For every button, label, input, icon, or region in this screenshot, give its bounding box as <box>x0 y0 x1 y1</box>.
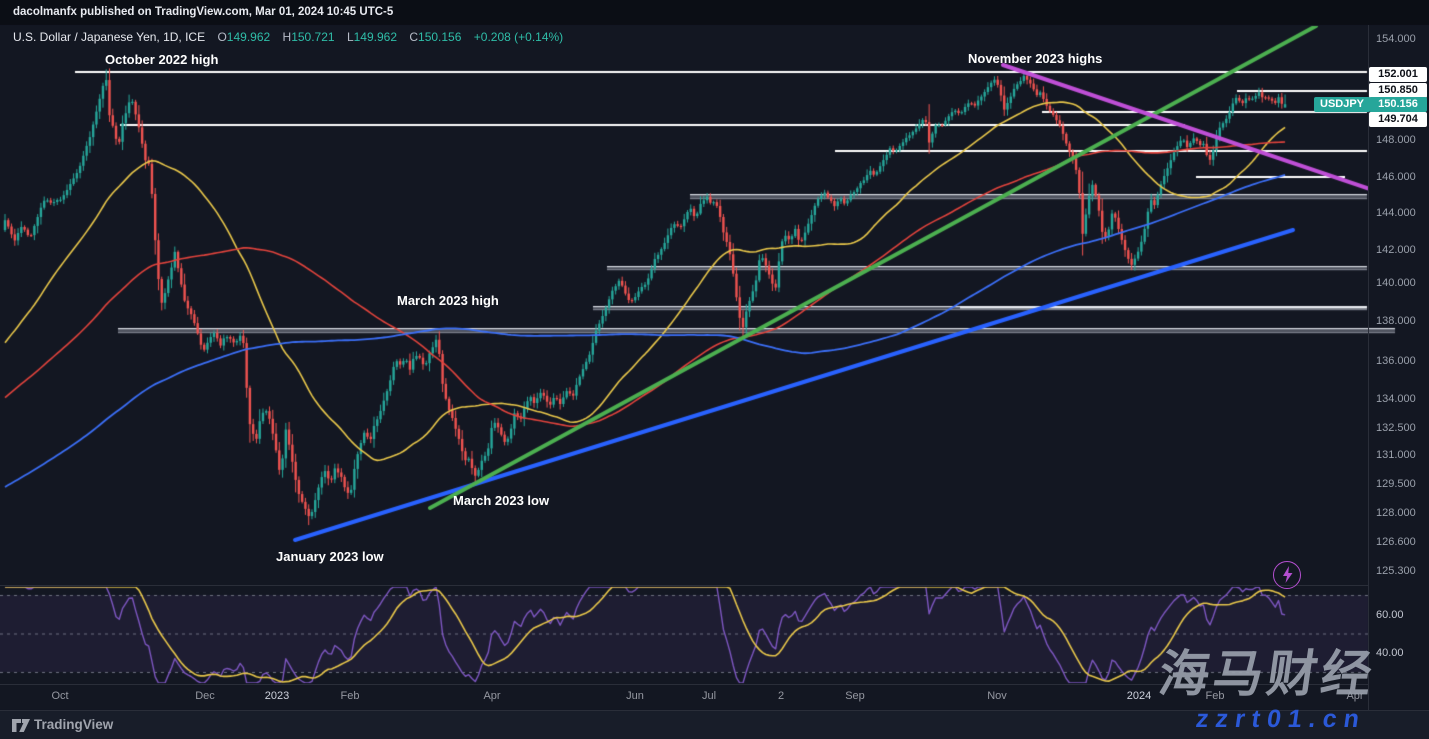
chart-annotation: January 2023 low <box>276 549 384 564</box>
time-month-label: Apr <box>483 690 501 702</box>
level-price-badge: 150.850 <box>1369 82 1427 98</box>
footer-bar: TradingView <box>0 710 1429 739</box>
high-label: H <box>282 30 292 44</box>
open-label: O <box>217 30 227 44</box>
time-month-label: Dec <box>195 690 215 702</box>
price-tick-label: 131.000 <box>1376 449 1416 461</box>
lightning-icon <box>1282 566 1292 583</box>
price-axis[interactable]: 154.000 148.000 146.000 144.000 142.000 140.0… <box>1369 25 1429 710</box>
price-tick-label: 138.000 <box>1376 315 1416 327</box>
high-value: 150.721 <box>291 30 335 44</box>
price-tick-label: 126.600 <box>1376 536 1416 548</box>
time-month-label: Apr <box>1346 690 1364 702</box>
close-value: 150.156 <box>418 30 462 44</box>
symbol-title: U.S. Dollar / Japanese Yen, 1D, ICE <box>13 30 206 44</box>
time-month-label: Feb <box>340 690 360 702</box>
tradingview-logo-icon[interactable] <box>12 718 30 734</box>
time-year-label: 2023 <box>264 690 290 702</box>
open-value: 149.962 <box>226 30 271 44</box>
chart-annotation: March 2023 high <box>397 293 499 308</box>
price-tick-label: 140.000 <box>1376 277 1416 289</box>
symbol-badge: USDJPY <box>1314 96 1371 112</box>
last-price-badge: 150.156 <box>1369 96 1427 112</box>
symbol-legend: U.S. Dollar / Japanese Yen, 1D, ICE O149… <box>13 30 563 44</box>
time-month-label: Sep <box>845 690 865 702</box>
quick-action-lightning-button[interactable] <box>1273 561 1301 589</box>
chart-annotation: March 2023 low <box>453 493 550 508</box>
rsi-tick-label: 60.00 <box>1376 609 1404 621</box>
price-tick-label: 129.500 <box>1376 478 1416 490</box>
time-axis[interactable]: Oct Dec 2023 Feb Apr Jun Jul 2 Sep Nov 2024 Feb Apr <box>0 684 1368 711</box>
price-tick-label: 128.000 <box>1376 507 1416 519</box>
price-tick-label: 144.000 <box>1376 207 1416 219</box>
chart-annotation: October 2022 high <box>105 52 219 67</box>
time-month-label: Nov <box>987 690 1007 702</box>
time-month-label: 2 <box>777 690 785 702</box>
time-month-label: Jun <box>626 690 644 702</box>
price-tick-label: 134.000 <box>1376 393 1416 405</box>
tradingview-brand-text[interactable]: TradingView <box>34 717 114 732</box>
price-tick-label: 142.000 <box>1376 244 1416 256</box>
level-price-badge: 152.001 <box>1369 66 1427 82</box>
level-price-badge: 149.704 <box>1369 111 1427 127</box>
time-month-label: Jul <box>701 690 717 702</box>
price-tick-label: 148.000 <box>1376 134 1416 146</box>
chart-annotation: November 2023 highs <box>968 51 1103 66</box>
close-label: C <box>409 30 419 44</box>
pane-separator <box>0 585 1368 586</box>
time-month-label: Feb <box>1205 690 1225 702</box>
price-tick-label: 136.000 <box>1376 355 1416 367</box>
price-axis-border <box>1368 25 1369 710</box>
price-tick-label: 146.000 <box>1376 171 1416 183</box>
change-value: +0.208 (+0.14%) <box>473 30 564 44</box>
price-tick-label: 125.300 <box>1376 565 1416 577</box>
watermark-url-text: zzrt01.cn <box>1194 705 1369 733</box>
price-tick-label: 132.500 <box>1376 422 1416 434</box>
rsi-tick-label: 40.00 <box>1376 647 1404 659</box>
time-year-label: 2024 <box>1126 690 1152 702</box>
low-value: 149.962 <box>353 30 398 44</box>
time-month-label: Oct <box>51 690 69 702</box>
price-tick-label: 154.000 <box>1376 33 1416 45</box>
low-label: L <box>346 30 354 44</box>
watermark-cjk-text: 海马财经 <box>1155 646 1380 702</box>
